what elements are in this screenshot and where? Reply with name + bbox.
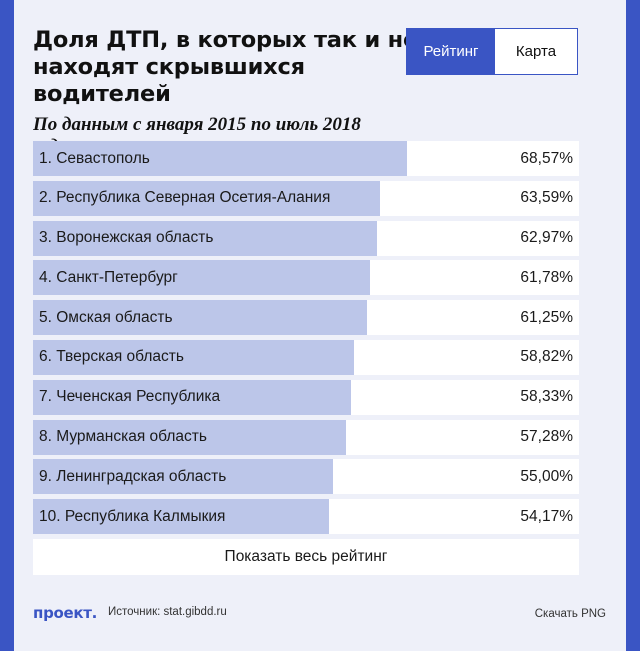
rating-bar <box>33 499 329 535</box>
rating-bar <box>33 459 334 495</box>
rating-bar <box>33 419 346 455</box>
project-logo[interactable]: проект. <box>33 604 98 622</box>
share-value: 57,28% <box>520 428 573 446</box>
share-value: 62,97% <box>520 229 573 247</box>
chart-title: Доля ДТП, в которых так и не находят скр… <box>33 27 419 107</box>
show-all-rating-button[interactable]: Показать весь рейтинг <box>33 539 579 575</box>
region-label: 1. Севастополь <box>39 149 150 167</box>
rating-row: 3. Воронежская область 62,97% <box>33 220 579 256</box>
share-value: 68,57% <box>520 149 573 167</box>
share-value: 61,78% <box>520 268 573 286</box>
region-label: 6. Тверская область <box>39 348 184 366</box>
rating-bar-list: 1. Севастополь 68,57% 2. Республика Северн… <box>33 141 579 539</box>
rating-bar <box>33 300 368 336</box>
rating-bar <box>33 260 371 296</box>
rating-row: 1. Севастополь 68,57% <box>33 141 579 176</box>
region-label: 10. Республика Калмыкия <box>39 507 226 525</box>
region-label: 2. Республика Северная Осетия-Алания <box>39 189 331 207</box>
rating-bar <box>33 180 381 216</box>
rating-row: 4. Санкт-Петербург 61,78% <box>33 260 579 296</box>
share-value: 55,00% <box>520 467 573 485</box>
rating-bar <box>33 339 355 375</box>
rating-row: 6. Тверская область 58,82% <box>33 339 579 375</box>
region-label: 5. Омская область <box>39 308 173 326</box>
share-value: 54,17% <box>520 507 573 525</box>
rating-bar <box>33 379 352 415</box>
region-label: 4. Санкт-Петербург <box>39 268 178 286</box>
map-tab[interactable]: Карта <box>495 29 577 74</box>
region-label: 9. Ленинградская область <box>39 467 227 485</box>
region-label: 3. Воронежская область <box>39 229 214 247</box>
rating-bar <box>33 141 408 176</box>
rating-row: 10. Республика Калмыкия 54,17% <box>33 499 579 535</box>
share-value: 58,82% <box>520 348 573 366</box>
chart-subtitle: По данным с января 2015 по июль 2018 год… <box>33 114 361 142</box>
share-value: 58,33% <box>520 388 573 406</box>
rating-row: 8. Мурманская область 57,28% <box>33 419 579 455</box>
view-toggle: Рейтинг Карта <box>406 28 578 75</box>
region-label: 7. Чеченская Республика <box>39 388 221 406</box>
source-note: Источник: stat.gibdd.ru <box>108 606 227 618</box>
rating-row: 5. Омская область 61,25% <box>33 300 579 336</box>
rating-row: 9. Ленинградская область 55,00% <box>33 459 579 495</box>
rating-bar <box>33 220 377 256</box>
rating-row: 7. Чеченская Республика 58,33% <box>33 379 579 415</box>
rating-tab[interactable]: Рейтинг <box>407 29 495 74</box>
share-value: 61,25% <box>520 308 573 326</box>
share-value: 63,59% <box>520 189 573 207</box>
rating-row: 2. Республика Северная Осетия-Алания 63,5… <box>33 180 579 216</box>
download-png-link[interactable]: Скачать PNG <box>534 608 606 620</box>
region-label: 8. Мурманская область <box>39 428 207 446</box>
